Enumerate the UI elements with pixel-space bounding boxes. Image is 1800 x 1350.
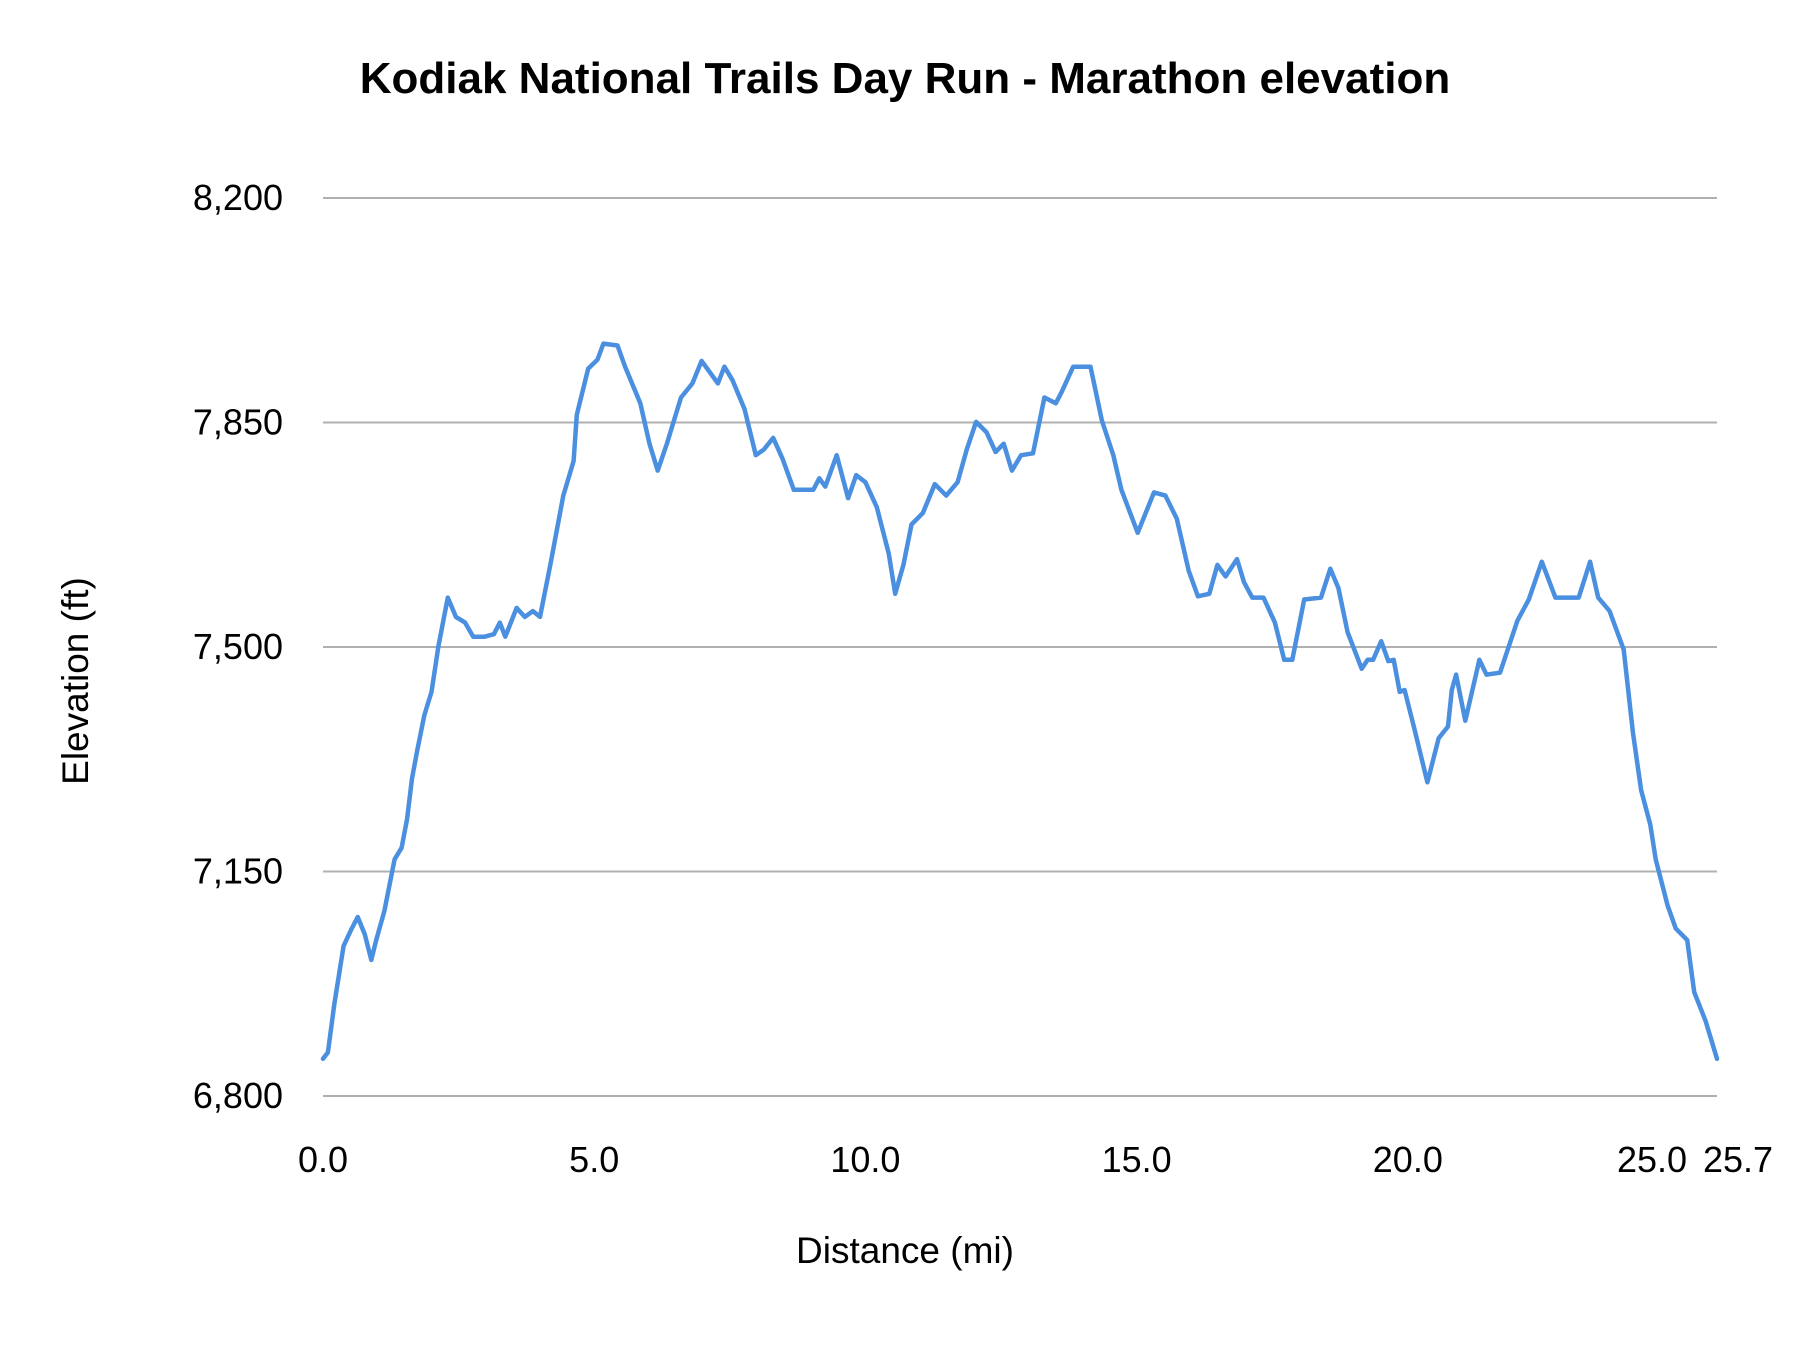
x-tick-label: 15.0 (1102, 1139, 1172, 1180)
x-axis-tick-labels: 0.0 5.0 10.0 15.0 20.0 25.0 25.7 (298, 1139, 1773, 1180)
y-axis-title: Elevation (ft) (55, 577, 96, 785)
chart-title: Kodiak National Trails Day Run - Maratho… (360, 54, 1450, 103)
x-tick-label: 25.7 (1703, 1139, 1773, 1180)
y-tick-label: 7,150 (193, 851, 283, 892)
y-tick-label: 7,500 (193, 626, 283, 667)
x-tick-label: 25.0 (1617, 1139, 1687, 1180)
elevation-line (320, 341, 1720, 1062)
x-tick-label: 0.0 (298, 1139, 348, 1180)
y-tick-label: 6,800 (193, 1075, 283, 1116)
x-axis-title: Distance (mi) (796, 1230, 1014, 1271)
gridlines (323, 197, 1717, 1097)
y-axis-tick-labels: 6,800 7,150 7,500 7,850 8,200 (193, 177, 283, 1116)
x-tick-label: 5.0 (569, 1139, 619, 1180)
y-tick-label: 8,200 (193, 177, 283, 218)
x-tick-label: 10.0 (830, 1139, 900, 1180)
x-tick-label: 20.0 (1373, 1139, 1443, 1180)
y-tick-label: 7,850 (193, 402, 283, 443)
